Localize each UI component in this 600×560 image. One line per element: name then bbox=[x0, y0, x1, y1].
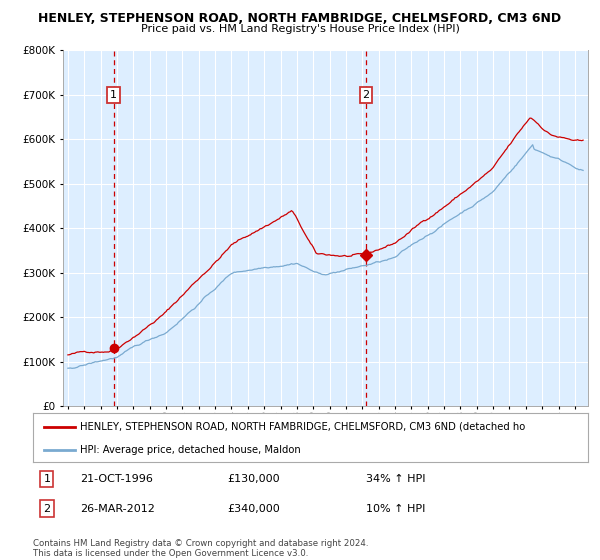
Text: 10% ↑ HPI: 10% ↑ HPI bbox=[366, 503, 425, 514]
Text: 2: 2 bbox=[43, 503, 50, 514]
Text: £130,000: £130,000 bbox=[227, 474, 280, 484]
Text: HPI: Average price, detached house, Maldon: HPI: Average price, detached house, Mald… bbox=[80, 445, 301, 455]
Text: HENLEY, STEPHENSON ROAD, NORTH FAMBRIDGE, CHELMSFORD, CM3 6ND (detached ho: HENLEY, STEPHENSON ROAD, NORTH FAMBRIDGE… bbox=[80, 422, 526, 432]
Text: 1: 1 bbox=[110, 90, 117, 100]
Text: HENLEY, STEPHENSON ROAD, NORTH FAMBRIDGE, CHELMSFORD, CM3 6ND: HENLEY, STEPHENSON ROAD, NORTH FAMBRIDGE… bbox=[38, 12, 562, 25]
Text: 26-MAR-2012: 26-MAR-2012 bbox=[80, 503, 155, 514]
Bar bbox=[63, 50, 91, 406]
Text: Contains HM Land Registry data © Crown copyright and database right 2024.
This d: Contains HM Land Registry data © Crown c… bbox=[33, 539, 368, 558]
Text: 2: 2 bbox=[362, 90, 370, 100]
Text: Price paid vs. HM Land Registry's House Price Index (HPI): Price paid vs. HM Land Registry's House … bbox=[140, 24, 460, 34]
Text: 1: 1 bbox=[43, 474, 50, 484]
Text: 21-OCT-1996: 21-OCT-1996 bbox=[80, 474, 153, 484]
Text: £340,000: £340,000 bbox=[227, 503, 280, 514]
Text: 34% ↑ HPI: 34% ↑ HPI bbox=[366, 474, 425, 484]
